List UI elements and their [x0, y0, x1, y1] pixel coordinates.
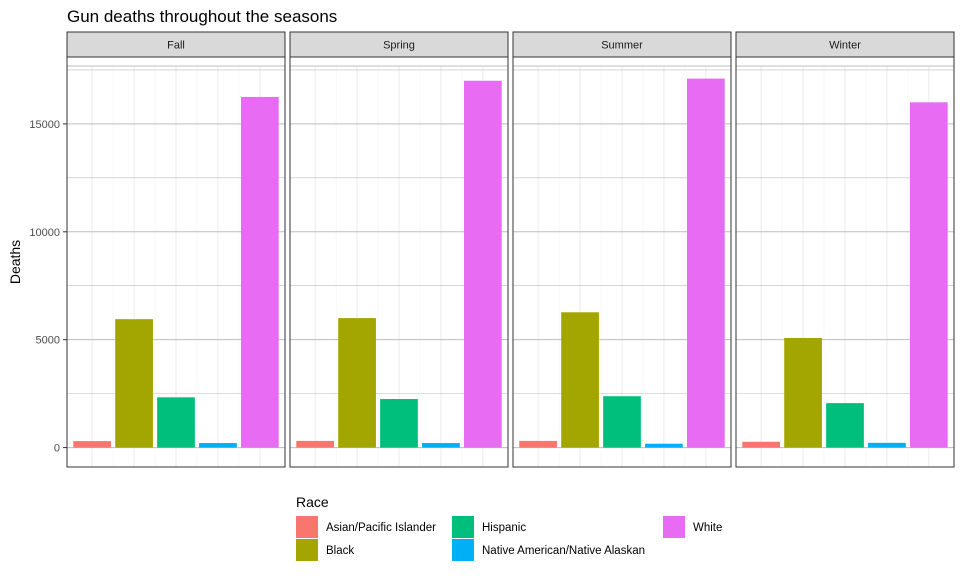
legend-label-asian-pacific-islander: Asian/Pacific Islander — [326, 522, 436, 534]
facet-strip-label: Spring — [383, 40, 415, 52]
y-tick-label: 10000 — [29, 227, 60, 239]
panel-border — [66, 56, 286, 468]
legend-title: Race — [296, 494, 329, 510]
facet-strip — [512, 31, 732, 58]
bar-fall-white — [240, 96, 279, 448]
legend-label-hispanic: Hispanic — [482, 522, 526, 534]
legend-key-asian-pacific-islander — [296, 516, 318, 538]
legend-label-black: Black — [326, 545, 354, 557]
facet-panel-fall: Fall — [66, 31, 286, 468]
bar-fall-native-american-native-alaskan — [199, 443, 237, 448]
chart-title: Gun deaths throughout the seasons — [67, 7, 337, 26]
y-tick-label: 5000 — [36, 335, 60, 347]
legend: Race Asian/Pacific Islander Black Hispanic… — [296, 494, 722, 561]
facet-strip — [66, 31, 286, 58]
bar-spring-hispanic — [380, 399, 418, 448]
bar-spring-asian-pacific-islander — [296, 440, 335, 448]
y-axis-label: Deaths — [7, 240, 23, 284]
bar-spring-white — [463, 80, 502, 448]
bar-fall-asian-pacific-islander — [73, 441, 112, 448]
y-tick-label: 0 — [54, 443, 60, 455]
facet-strip-label: Fall — [167, 40, 185, 52]
facet-strip-label: Winter — [829, 40, 861, 52]
legend-label-white: White — [693, 522, 722, 534]
panel-border — [735, 56, 955, 468]
facet-strip — [289, 31, 509, 58]
y-tick-label: 15000 — [29, 119, 60, 131]
bar-summer-native-american-native-alaskan — [645, 443, 683, 448]
bar-fall-hispanic — [157, 397, 195, 448]
bar-fall-black — [115, 319, 153, 448]
panel-border — [289, 56, 509, 468]
bar-summer-white — [686, 78, 725, 448]
legend-key-hispanic — [452, 516, 474, 538]
bar-spring-black — [338, 318, 376, 448]
facet-panels: Fall Spring Summer Winter — [66, 31, 955, 468]
y-axis-ticks: 0 5000 10000 15000 — [29, 119, 67, 455]
bar-spring-native-american-native-alaskan — [422, 443, 460, 448]
legend-label-native-american-native-alaskan: Native American/Native Alaskan — [482, 545, 645, 557]
facet-panel-summer: Summer — [512, 31, 732, 468]
facet-panel-winter: Winter — [735, 31, 955, 468]
bar-summer-black — [561, 312, 599, 448]
bar-winter-white — [909, 102, 948, 448]
legend-key-native-american-native-alaskan — [452, 539, 474, 561]
facet-panel-spring: Spring — [289, 31, 509, 468]
panel-border — [512, 56, 732, 468]
facet-strip — [735, 31, 955, 58]
bar-summer-asian-pacific-islander — [519, 440, 558, 448]
legend-key-black — [296, 539, 318, 561]
bar-winter-native-american-native-alaskan — [868, 442, 906, 448]
legend-key-white — [663, 516, 685, 538]
bar-winter-black — [784, 337, 822, 448]
bar-winter-asian-pacific-islander — [742, 441, 781, 448]
bar-winter-hispanic — [826, 403, 864, 448]
facet-strip-label: Summer — [601, 40, 643, 52]
bar-summer-hispanic — [603, 396, 641, 448]
